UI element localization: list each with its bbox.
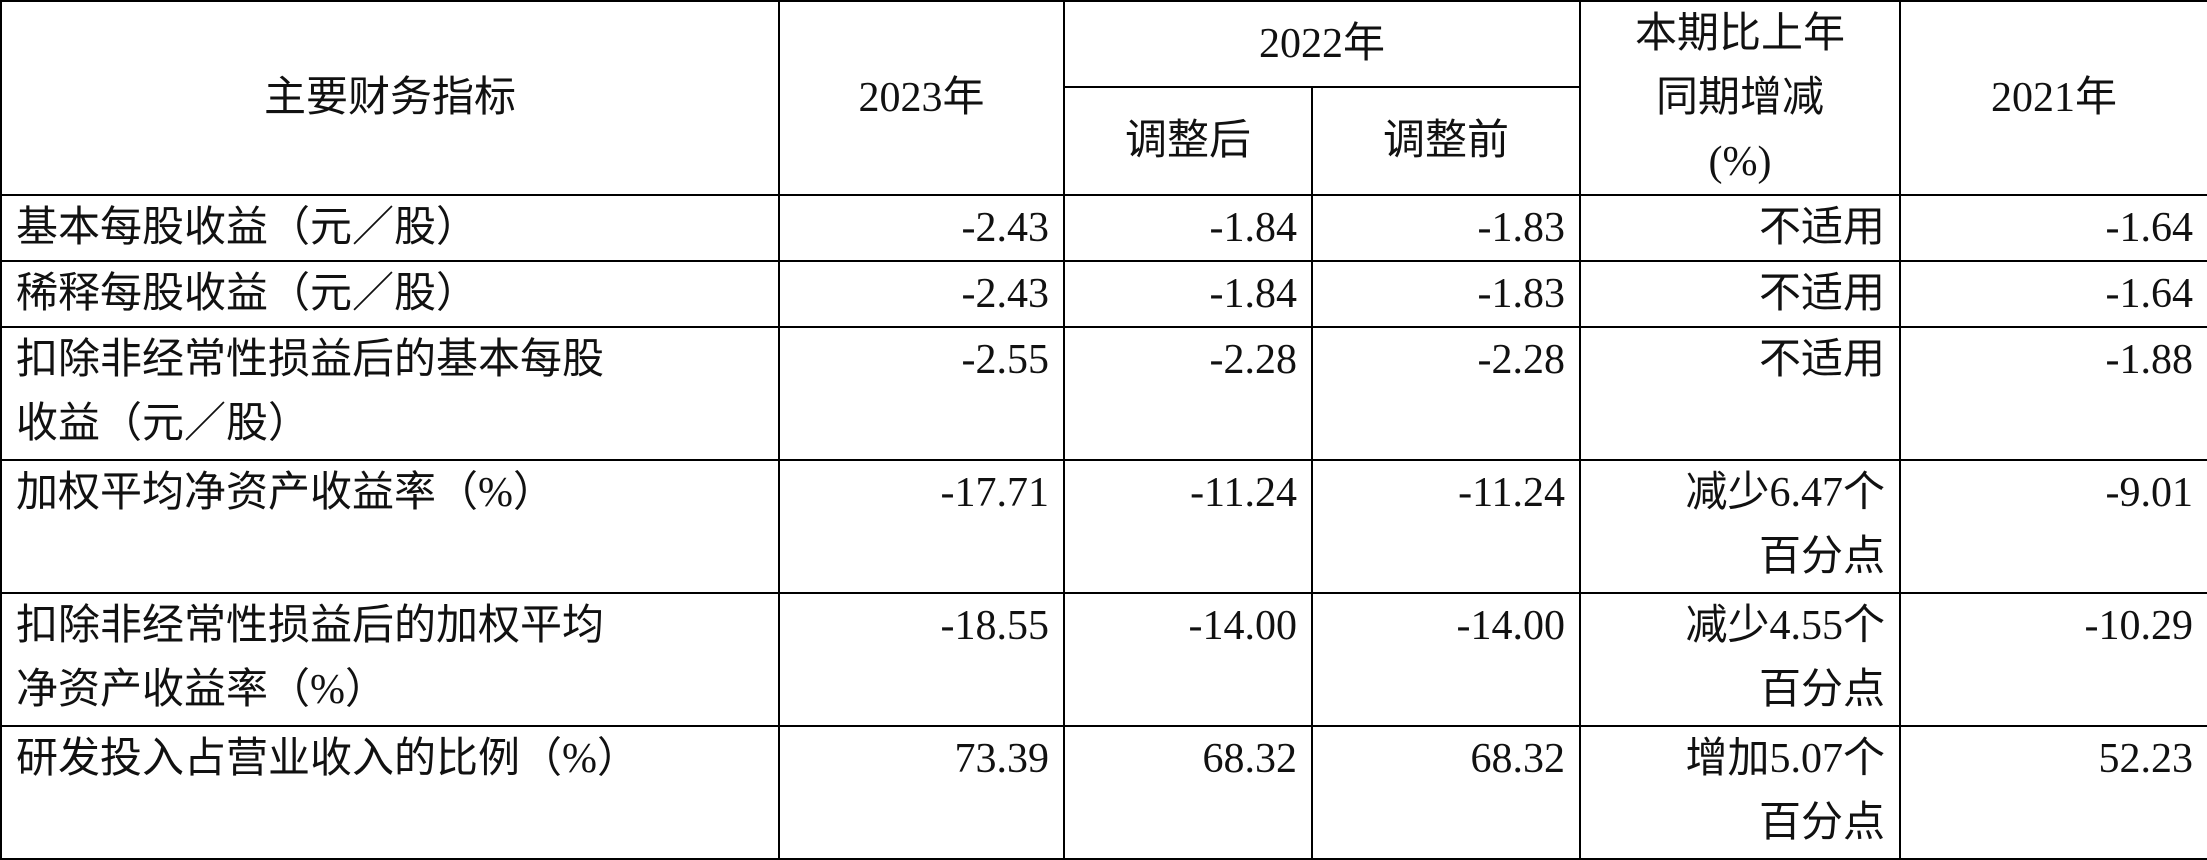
table-row: 基本每股收益（元／股） -2.43 -1.84 -1.83 不适用 -1.64 [0, 194, 2207, 262]
table-cell: -14.00 [1063, 592, 1313, 727]
cell-line: 扣除非经常性损益后的加权平均 [16, 603, 605, 649]
table-cell: 稀释每股收益（元／股） [0, 260, 780, 328]
table-cell: 加权平均净资产收益率（%） [0, 459, 780, 594]
table-cell: 减少4.55个百分点 [1579, 592, 1902, 727]
table-cell: 调整后 [1063, 85, 1313, 197]
table-cell: -1.83 [1310, 260, 1582, 328]
cell-line: 同期增减 [1656, 75, 1825, 121]
table-cell: -1.83 [1310, 194, 1582, 262]
table-row: 加权平均净资产收益率（%） -17.71 -11.24 -11.24 减少6.47个 百分… [0, 459, 2207, 594]
table-cell: -10.29 [1899, 592, 2207, 727]
cell-line: 增加5.07个 [1685, 736, 1886, 782]
table-cell: -2.55 [778, 326, 1065, 461]
cell-line: 百分点 [1759, 800, 1886, 846]
table-row: 调整后 调整前 [1, 85, 2207, 197]
table-cell: -11.24 [1310, 459, 1582, 594]
table-cell: 不适用 [1579, 194, 1902, 262]
cell-line: 本期比上年 [1635, 11, 1846, 57]
cell-line: 收益（元／股） [16, 401, 311, 447]
table-cell: -2.28 [1063, 326, 1313, 461]
table-cell: 扣除非经常性损益后的基本每股 收益（元／股） [0, 326, 780, 461]
table-cell: 不适用 [1579, 326, 1902, 461]
table-cell: -9.01 [1899, 459, 2207, 594]
table-cell: -17.71 [778, 459, 1065, 594]
table-cell: 68.32 [1063, 725, 1313, 860]
table-cell: 调整前 [1310, 85, 1582, 197]
table-cell: 73.39 [778, 725, 1065, 860]
table-cell: 本期比上年同期增减 (%) [1579, 0, 1902, 196]
table-cell: 增加5.07个百分点 [1579, 725, 1902, 860]
cell-line: 减少6.47个 [1685, 470, 1886, 516]
table-cell: -1.84 [1063, 194, 1313, 262]
table-cell: -18.55 [778, 592, 1065, 727]
table-cell: 研发投入占营业收入的比例（%） [0, 725, 780, 860]
table-cell: 扣除非经常性损益后的加权平均 净资产收益率（%） [0, 592, 780, 727]
table-cell: -1.64 [1899, 260, 2207, 328]
table-cell: 不适用 [1579, 260, 1902, 328]
table-cell: 2023年 [778, 0, 1065, 196]
cell-line: 百分点 [1759, 667, 1886, 713]
table-cell: 68.32 [1310, 725, 1582, 860]
table-row: 主要财务指标 2023年 2022年 本期比上年同期增减 (%) 2021年 [0, 0, 2207, 196]
cell-line: 减少4.55个 [1685, 603, 1886, 649]
table-cell: 减少6.47个百分点 [1579, 459, 1902, 594]
table-cell: 2022年 [1062, 0, 1582, 88]
table-cell: 52.23 [1899, 725, 2207, 860]
table-row: 稀释每股收益（元／股） -2.43 -1.84 -1.83 不适用 -1.64 [0, 260, 2207, 328]
cell-line: (%) [1708, 139, 1772, 185]
table-cell: -14.00 [1310, 592, 1582, 727]
table-cell: 主要财务指标 [0, 0, 780, 196]
cell-line: 百分点 [1759, 534, 1886, 580]
table-row: 扣除非经常性损益后的基本每股 收益（元／股） -2.55 -2.28 -2.28 不适用 -… [0, 326, 2207, 461]
table-cell: -2.43 [778, 194, 1065, 262]
table-cell: -1.88 [1899, 326, 2207, 461]
table-row: 扣除非经常性损益后的加权平均 净资产收益率（%） -18.55 -14.00 -14.0… [0, 592, 2207, 727]
table-cell: -11.24 [1063, 459, 1313, 594]
cell-line: 扣除非经常性损益后的基本每股 [16, 337, 605, 383]
table-cell: -1.64 [1899, 194, 2207, 262]
table-cell: 2021年 [1899, 0, 2207, 196]
table-cell: -1.84 [1063, 260, 1313, 328]
table-cell: -2.43 [778, 260, 1065, 328]
table-cell: 基本每股收益（元／股） [0, 194, 780, 262]
table-cell: -2.28 [1310, 326, 1582, 461]
cell-line: 净资产收益率（%） [16, 667, 387, 713]
table-row: 研发投入占营业收入的比例（%） 73.39 68.32 68.32 增加5.07个 百分点… [0, 725, 2207, 860]
